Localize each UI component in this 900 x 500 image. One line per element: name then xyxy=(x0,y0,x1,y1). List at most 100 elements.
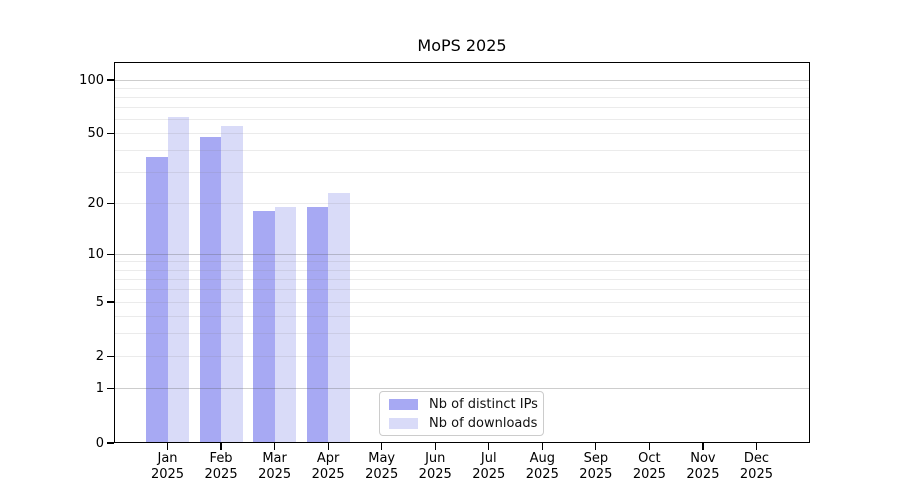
x-tick-month: Jun xyxy=(425,451,446,466)
legend-swatch-downloads xyxy=(389,417,418,429)
chart-title: MoPS 2025 xyxy=(417,36,507,55)
x-tick-year: 2025 xyxy=(739,466,773,482)
y-tick-label: 20 xyxy=(87,196,104,212)
x-tick-label: May 2025 xyxy=(354,451,410,482)
x-tick-label: Oct 2025 xyxy=(621,451,677,482)
y-tick-label: 5 xyxy=(95,294,104,310)
y-gridline-minor xyxy=(114,107,810,109)
y-tick-label: 2 xyxy=(95,349,104,365)
x-tick-year: 2025 xyxy=(579,466,613,482)
x-tick-label: Aug 2025 xyxy=(514,451,570,482)
x-tick-year: 2025 xyxy=(418,466,452,482)
y-gridline-minor xyxy=(114,203,810,205)
x-tick-year: 2025 xyxy=(686,466,720,482)
x-tick-year: 2025 xyxy=(204,466,238,482)
y-tick-label: 1 xyxy=(95,380,104,396)
x-tick-month: Jul xyxy=(480,451,497,466)
x-tick xyxy=(274,443,276,450)
y-tick xyxy=(107,355,114,358)
y-tick xyxy=(107,442,114,444)
x-tick xyxy=(488,443,490,450)
x-tick-month: Aug xyxy=(529,451,555,466)
y-tick-label: 10 xyxy=(87,246,104,262)
bar-downloads xyxy=(328,193,350,443)
y-tick-label: 50 xyxy=(87,126,104,142)
x-tick-year: 2025 xyxy=(311,466,345,482)
bar-downloads xyxy=(274,207,297,443)
x-tick xyxy=(434,443,436,450)
x-tick-label: Feb 2025 xyxy=(193,451,249,482)
legend-swatch-distinct-ips xyxy=(389,398,418,410)
y-gridline-minor xyxy=(114,333,810,335)
y-gridline-major xyxy=(114,387,810,389)
x-tick-month: Apr xyxy=(316,451,340,466)
y-gridline-minor xyxy=(114,278,810,280)
y-gridline-minor xyxy=(114,289,810,291)
y-gridline-minor xyxy=(114,133,810,135)
y-tick xyxy=(107,202,114,205)
x-tick xyxy=(541,443,543,450)
y-tick-label: 0 xyxy=(95,435,104,451)
x-tick-month: Dec xyxy=(743,451,770,466)
x-tick-month: Feb xyxy=(209,451,233,466)
y-gridline-minor xyxy=(114,119,810,121)
bar-distinct-ips xyxy=(146,156,168,443)
legend: Nb of distinct IPs Nb of downloads xyxy=(379,391,544,436)
y-gridline-minor xyxy=(114,87,810,89)
y-gridline-major xyxy=(114,253,810,255)
legend-label-downloads: Nb of downloads xyxy=(429,415,538,431)
x-tick-label: Mar 2025 xyxy=(247,451,303,482)
x-tick-year: 2025 xyxy=(150,466,185,482)
y-tick xyxy=(107,133,114,135)
x-tick-label: Jun 2025 xyxy=(407,451,463,482)
x-tick-month: May xyxy=(368,451,396,466)
bar-distinct-ips xyxy=(253,211,275,443)
legend-row-distinct-ips: Nb of distinct IPs xyxy=(389,397,538,412)
x-tick-label: Sep 2025 xyxy=(568,451,624,482)
x-tick xyxy=(327,443,329,450)
y-tick xyxy=(107,387,114,390)
y-gridline-minor xyxy=(114,356,810,358)
legend-label-distinct-ips: Nb of distinct IPs xyxy=(429,396,538,412)
y-gridline-minor xyxy=(114,150,810,152)
x-tick xyxy=(166,443,169,450)
y-gridline-minor xyxy=(114,172,810,174)
y-tick xyxy=(107,301,114,303)
x-tick-label: Nov 2025 xyxy=(675,451,731,482)
x-tick-year: 2025 xyxy=(472,466,506,482)
x-tick-year: 2025 xyxy=(258,466,292,482)
bar-distinct-ips xyxy=(199,136,222,443)
y-gridline-minor xyxy=(114,315,810,317)
y-tick-label: 100 xyxy=(79,72,104,88)
x-tick xyxy=(381,443,383,450)
x-tick-month: Mar xyxy=(262,451,287,466)
y-gridline-major xyxy=(114,79,810,81)
x-tick-year: 2025 xyxy=(525,466,559,482)
x-tick-month: Oct xyxy=(638,451,661,466)
y-tick xyxy=(107,253,114,255)
y-tick xyxy=(107,79,114,81)
y-gridline-minor xyxy=(114,261,810,263)
bar-distinct-ips xyxy=(306,207,329,443)
y-gridline-minor xyxy=(114,301,810,303)
x-tick-label: Jan 2025 xyxy=(140,451,196,482)
legend-row-downloads: Nb of downloads xyxy=(389,415,538,431)
x-tick-label: Jul 2025 xyxy=(461,451,517,482)
plot-area: Nb of distinct IPs Nb of downloads xyxy=(114,62,810,443)
x-tick-year: 2025 xyxy=(632,466,666,482)
x-tick xyxy=(648,443,650,450)
x-tick xyxy=(220,443,222,450)
x-tick-year: 2025 xyxy=(365,466,399,482)
x-tick xyxy=(755,443,758,450)
x-tick-month: Nov xyxy=(690,451,716,466)
x-tick-month: Jan xyxy=(157,451,178,466)
x-tick-month: Sep xyxy=(583,451,609,466)
x-tick-label: Dec 2025 xyxy=(728,451,784,482)
x-tick xyxy=(595,443,597,450)
x-tick-label: Apr 2025 xyxy=(300,451,356,482)
bar-downloads xyxy=(221,126,243,443)
y-gridline-minor xyxy=(114,96,810,98)
x-tick xyxy=(702,443,704,450)
y-gridline-minor xyxy=(114,269,810,271)
